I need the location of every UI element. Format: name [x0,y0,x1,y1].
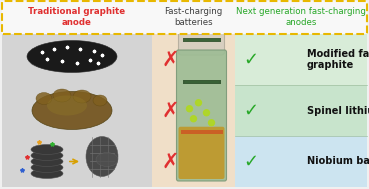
Bar [180,130,223,134]
Text: Fast-charging
batteries: Fast-charging batteries [164,7,223,27]
Ellipse shape [31,145,63,154]
Bar [196,30,207,34]
FancyBboxPatch shape [179,31,224,55]
Text: ✓: ✓ [244,101,259,119]
Text: ✗: ✗ [161,101,179,121]
Bar [183,80,221,84]
Bar [235,136,367,187]
Bar [183,38,221,42]
Ellipse shape [31,156,63,167]
Text: Niobium based oxides: Niobium based oxides [307,156,369,167]
Ellipse shape [36,92,52,105]
Circle shape [208,120,214,126]
Text: ✗: ✗ [161,152,179,171]
Ellipse shape [32,91,112,129]
Text: ✗: ✗ [161,50,179,70]
Bar [235,85,367,136]
Text: Spinel lithium titanate: Spinel lithium titanate [307,105,369,115]
Bar [152,34,235,187]
Ellipse shape [31,169,63,178]
Circle shape [203,110,210,116]
Bar [2,34,152,187]
Text: Next generation fast-charging
anodes: Next generation fast-charging anodes [236,7,366,27]
Ellipse shape [86,136,118,177]
FancyBboxPatch shape [2,1,367,34]
Circle shape [190,116,197,122]
Ellipse shape [53,89,71,102]
Text: Modified fast-charging
graphite: Modified fast-charging graphite [307,49,369,70]
Ellipse shape [31,150,63,160]
Ellipse shape [31,163,63,173]
Text: ✓: ✓ [244,50,259,68]
Text: Traditional graphite
anode: Traditional graphite anode [28,7,125,27]
Ellipse shape [93,95,107,106]
Ellipse shape [27,40,117,73]
Ellipse shape [73,90,91,103]
Bar [235,34,367,85]
Circle shape [186,106,193,112]
FancyBboxPatch shape [179,127,224,179]
Text: ✓: ✓ [244,153,259,170]
Ellipse shape [96,153,118,167]
Bar [184,39,218,41]
Ellipse shape [47,95,87,115]
Ellipse shape [30,51,114,71]
Circle shape [196,100,201,106]
FancyBboxPatch shape [176,50,227,181]
Bar [184,81,218,83]
